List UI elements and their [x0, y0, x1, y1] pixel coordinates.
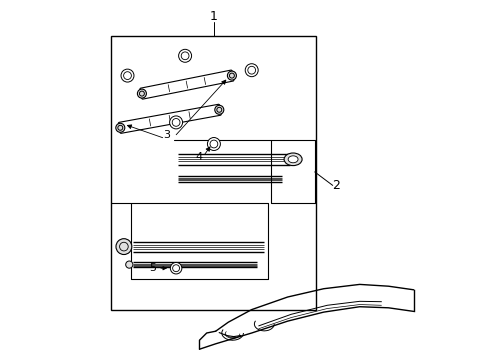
FancyBboxPatch shape — [118, 104, 221, 133]
Ellipse shape — [287, 156, 298, 163]
Text: 4: 4 — [196, 152, 203, 162]
Circle shape — [169, 116, 182, 129]
Ellipse shape — [284, 153, 302, 166]
Circle shape — [178, 49, 191, 62]
Circle shape — [244, 64, 258, 77]
Text: 5: 5 — [149, 263, 156, 273]
Circle shape — [121, 69, 134, 82]
FancyBboxPatch shape — [140, 70, 233, 99]
Text: 2: 2 — [332, 179, 340, 192]
Circle shape — [214, 105, 224, 114]
Circle shape — [207, 138, 220, 150]
Circle shape — [227, 71, 236, 80]
Text: 3: 3 — [163, 130, 170, 140]
Circle shape — [137, 89, 146, 98]
Circle shape — [116, 239, 132, 255]
Circle shape — [170, 262, 182, 274]
Circle shape — [125, 261, 133, 268]
Circle shape — [116, 123, 124, 132]
Text: 1: 1 — [209, 10, 217, 23]
Bar — [111, 36, 316, 310]
